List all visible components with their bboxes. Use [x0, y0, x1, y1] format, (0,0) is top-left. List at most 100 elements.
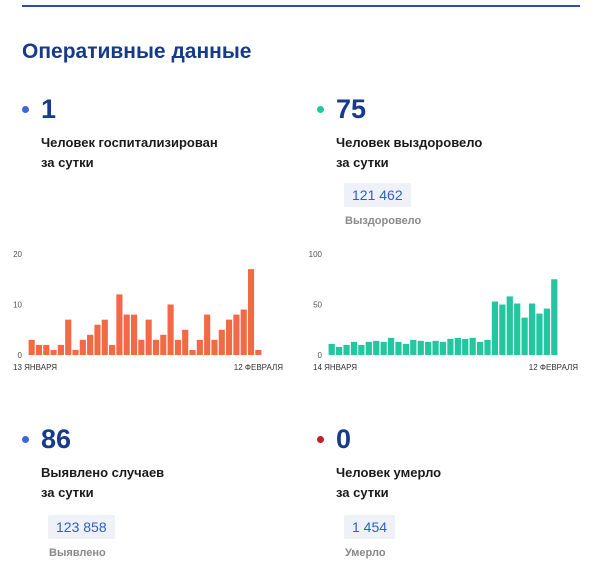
chart-bar [387, 337, 395, 355]
y-tick-label: 10 [13, 301, 22, 310]
chart-bar [123, 314, 130, 355]
chart-bar [499, 304, 506, 355]
chart-bar [28, 339, 35, 355]
chart-bar [109, 344, 116, 355]
hospitalized-desc-line2: за сутки [41, 155, 94, 170]
chart-bar [196, 339, 203, 355]
chart-bar [491, 301, 499, 355]
x-start-label: 14 ЯНВАРЯ [313, 363, 357, 372]
chart-bar [189, 349, 196, 355]
chart-bar [43, 344, 50, 355]
chart-bar [57, 344, 64, 355]
chart-bar [454, 337, 461, 355]
chart-bar [469, 337, 476, 355]
hospitalized-chart: 0 10 20 13 ЯНВАРЯ 12 ФЕВРАЛЯ [13, 250, 283, 372]
chart-bar [218, 329, 225, 355]
chart-bar [35, 344, 43, 355]
chart-bar [87, 334, 94, 355]
chart-bar [395, 341, 402, 355]
y-tick-label: 50 [313, 301, 322, 310]
chart-bar [506, 296, 513, 355]
detected-value: 86 [41, 424, 72, 454]
chart-bar [514, 303, 521, 355]
y-tick-label: 0 [318, 351, 323, 360]
deaths-total-badge: 1 454 [344, 515, 396, 539]
chart-bar [425, 341, 432, 355]
chart-bar [462, 338, 469, 355]
y-tick-label: 0 [18, 351, 23, 360]
chart-bar [484, 339, 491, 355]
detected-desc-line1: Выявлено случаев [41, 465, 165, 480]
chart-bar [240, 309, 247, 355]
recovered-total-badge: 121 462 [344, 183, 411, 207]
hospitalized-desc-line1: Человек госпитализирован [41, 135, 218, 150]
chart-bar [65, 319, 72, 355]
recovered-desc-line2: за сутки [336, 155, 389, 170]
chart-bar [439, 341, 447, 355]
chart-bar [350, 341, 358, 355]
deaths-value: 0 [336, 424, 352, 454]
chart-bar [551, 279, 558, 355]
chart-bar [476, 341, 484, 355]
top-divider [22, 5, 580, 7]
chart-bar [336, 346, 343, 355]
deaths-desc-line1: Человек умерло [336, 465, 442, 480]
chart-bar [50, 349, 57, 355]
chart-bar [417, 340, 424, 355]
chart-bar [72, 349, 79, 355]
x-end-label: 12 ФЕВРАЛЯ [529, 363, 578, 372]
chart-bar [365, 341, 372, 355]
chart-bar [226, 319, 233, 355]
deaths-description: Человек умерло за сутки [336, 463, 441, 503]
chart-bar [358, 344, 365, 355]
deaths-total-label: Умерло [345, 547, 386, 559]
detected-desc-line2: за сутки [41, 485, 94, 500]
chart-bar [380, 341, 387, 355]
detected-dot-icon [22, 436, 29, 443]
chart-bar [167, 304, 174, 355]
chart-bar [521, 317, 528, 355]
recovered-description: Человек выздоровело за сутки [336, 133, 482, 173]
chart-bar [447, 338, 454, 355]
chart-bar [160, 334, 167, 355]
chart-bar [233, 314, 240, 355]
chart-bar [247, 269, 255, 355]
deaths-desc-line2: за сутки [336, 485, 389, 500]
chart-bar [528, 303, 536, 355]
hospitalized-dot-icon [22, 106, 29, 113]
chart-bar [373, 340, 380, 355]
chart-bar [402, 343, 410, 355]
chart-bar [255, 349, 262, 355]
chart-bar [328, 343, 335, 355]
x-start-label: 13 ЯНВАРЯ [13, 363, 57, 372]
chart-bar [79, 339, 86, 355]
chart-bar [174, 339, 181, 355]
x-end-label: 12 ФЕВРАЛЯ [234, 363, 283, 372]
hospitalized-description: Человек госпитализирован за сутки [41, 133, 218, 173]
recovered-total-label: Выздоровело [345, 215, 422, 227]
chart-bar [432, 340, 439, 355]
chart-bar [410, 339, 417, 355]
chart-bar [116, 294, 123, 355]
chart-bar [94, 324, 101, 355]
recovered-chart: 0 50 100 14 ЯНВАРЯ 12 ФЕВРАЛЯ [309, 250, 579, 372]
recovered-desc-line1: Человек выздоровело [336, 135, 483, 150]
page-title: Оперативные данные [22, 40, 252, 63]
y-tick-label: 100 [309, 250, 323, 259]
recovered-value: 75 [336, 94, 367, 124]
detected-total-label: Выявлено [49, 547, 106, 559]
deaths-dot-icon [317, 436, 324, 443]
recovered-dot-icon [317, 106, 324, 113]
chart-bar [130, 314, 138, 355]
detected-description: Выявлено случаев за сутки [41, 463, 164, 503]
chart-bar [138, 339, 145, 355]
chart-bar [343, 344, 350, 355]
y-tick-label: 20 [13, 250, 22, 259]
chart-bar [204, 314, 211, 355]
chart-bar [543, 308, 550, 355]
chart-bar [536, 313, 543, 355]
chart-bar [145, 319, 152, 355]
chart-bar [101, 319, 108, 355]
hospitalized-value: 1 [41, 94, 57, 124]
chart-bar [152, 339, 160, 355]
